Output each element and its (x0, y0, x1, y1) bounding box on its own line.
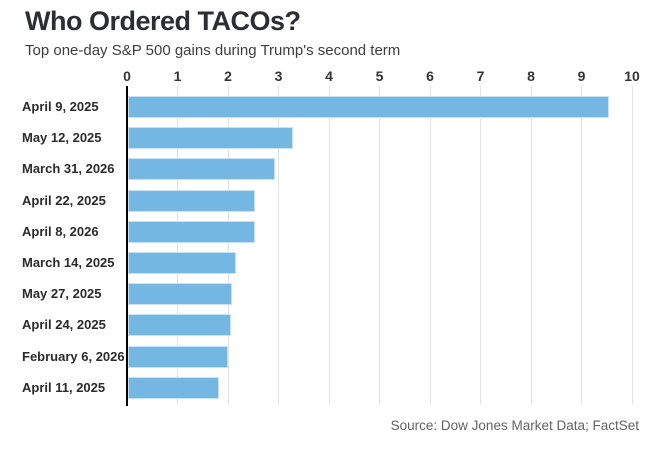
x-tick-label: 7 (476, 68, 485, 84)
gridline (631, 86, 633, 404)
x-tick-label: 0 (123, 68, 131, 84)
bar (128, 252, 236, 274)
bar (128, 376, 220, 399)
x-tick-label: 5 (375, 68, 384, 84)
gridline (581, 86, 582, 404)
source-note: Source: Dow Jones Market Data; FactSet (390, 418, 639, 433)
category-label: April 9, 2025 (22, 99, 99, 114)
bar (128, 345, 228, 368)
category-label: April 11, 2025 (22, 379, 106, 395)
x-tick-label: 1 (173, 68, 182, 84)
bar (128, 189, 256, 212)
gridline (429, 86, 431, 404)
x-tick-label: 10 (624, 68, 640, 84)
gridline (379, 86, 380, 404)
gridline (328, 86, 330, 404)
gridline (227, 86, 229, 404)
bar (128, 314, 231, 337)
chart-title: Who Ordered TACOs? (25, 6, 301, 36)
gridline (480, 86, 481, 404)
x-tick-label: 4 (325, 68, 333, 84)
category-label: April 8, 2026 (22, 223, 99, 239)
category-label: April 24, 2025 (22, 317, 106, 333)
category-label: May 27, 2025 (22, 286, 102, 302)
y-axis-line (126, 86, 128, 406)
x-tick-label: 3 (274, 68, 283, 84)
bar (128, 283, 232, 306)
bar (128, 220, 255, 243)
category-label: May 12, 2025 (22, 130, 102, 146)
x-tick-label: 9 (577, 68, 586, 84)
category-label: March 14, 2025 (22, 255, 115, 270)
gridline (177, 86, 178, 404)
gridline (530, 86, 532, 404)
chart-subtitle: Top one-day S&P 500 gains during Trump's… (25, 42, 401, 59)
bar (128, 96, 609, 118)
x-tick-label: 2 (224, 68, 232, 84)
bar (128, 127, 293, 150)
bar (128, 158, 276, 181)
gridline (278, 86, 279, 404)
category-label: April 22, 2025 (22, 192, 106, 208)
category-label: February 6, 2026 (22, 348, 125, 364)
x-tick-label: 6 (426, 68, 434, 84)
x-tick-label: 8 (527, 68, 535, 84)
category-label: March 31, 2026 (22, 161, 115, 177)
